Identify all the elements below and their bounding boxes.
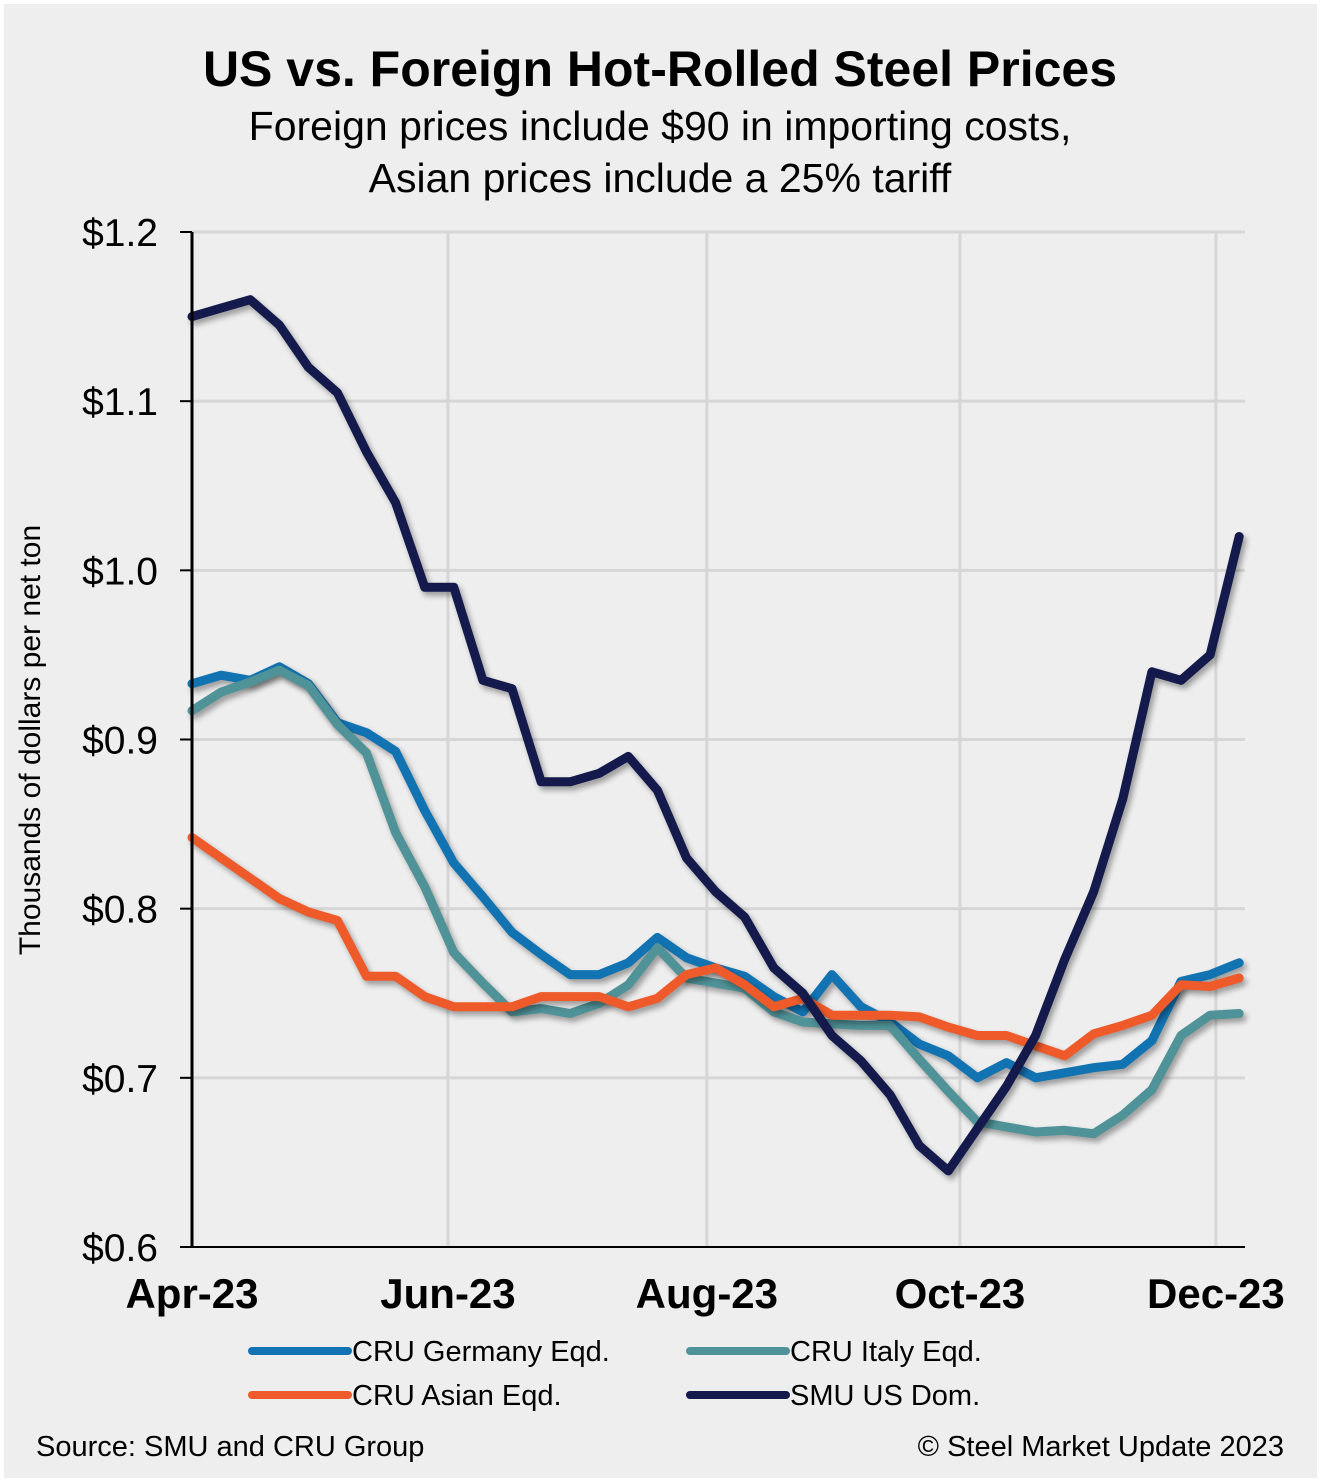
series-line-cru-germany-eqd xyxy=(187,662,1244,1083)
y-tick-label: $0.7 xyxy=(82,1058,158,1101)
gridlines xyxy=(192,230,1245,1247)
x-tick-label: Dec-23 xyxy=(1147,1270,1285,1317)
chart-subtitle-line-2: Asian prices include a 25% tariff xyxy=(369,155,952,201)
legend-label: SMU US Dom. xyxy=(790,1380,980,1412)
series-line-smu-us-dom xyxy=(187,295,1244,1176)
x-axis-ticks: Apr-23 Jun-23 Aug-23 Oct-23 Dec-23 xyxy=(125,1270,1284,1317)
x-tick-label: Aug-23 xyxy=(636,1270,778,1317)
y-tick-label: $1.2 xyxy=(82,212,158,255)
y-axis-label: Thousands of dollars per net ton xyxy=(14,525,47,955)
legend-label: CRU Germany Eqd. xyxy=(352,1336,610,1368)
legend-label: CRU Asian Eqd. xyxy=(352,1380,562,1412)
x-tick-label: Jun-23 xyxy=(380,1270,515,1317)
y-axis-ticks: $0.6 $0.7 $0.8 $0.9 $1.0 $1.1 $1.2 xyxy=(82,212,192,1270)
legend-label: CRU Italy Eqd. xyxy=(790,1336,982,1368)
x-tick-label: Oct-23 xyxy=(895,1270,1026,1317)
x-tick-label: Apr-23 xyxy=(125,1270,258,1317)
series-lines xyxy=(187,295,1244,1176)
y-tick-label: $0.9 xyxy=(82,720,158,763)
copyright-note: © Steel Market Update 2023 xyxy=(918,1431,1284,1463)
y-tick-label: $0.8 xyxy=(82,889,158,932)
chart-title: US vs. Foreign Hot-Rolled Steel Prices xyxy=(203,41,1117,97)
chart-subtitle-line-1: Foreign prices include $90 in importing … xyxy=(249,103,1072,149)
legend: CRU Germany Eqd. CRU Italy Eqd. CRU Asian … xyxy=(248,1336,982,1412)
series-line-cru-asian-eqd xyxy=(187,833,1244,1061)
series-line-cru-italy-eqd xyxy=(187,665,1244,1139)
source-note: Source: SMU and CRU Group xyxy=(36,1431,424,1463)
y-tick-label: $0.6 xyxy=(82,1227,158,1270)
y-tick-label: $1.0 xyxy=(82,550,158,593)
y-tick-label: $1.1 xyxy=(82,381,158,424)
